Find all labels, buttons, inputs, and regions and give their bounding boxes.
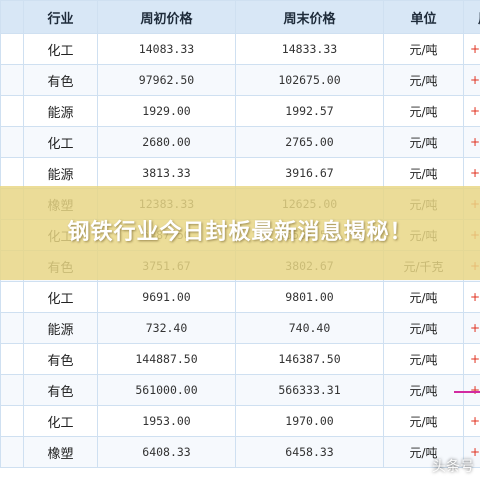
cell-end-price: 1992.57: [235, 95, 384, 127]
row-index-cell: [0, 343, 24, 375]
cell-end-price: 9801.00: [235, 281, 384, 313]
cell-start-price: 97962.50: [97, 64, 236, 96]
cell-industry: 能源: [23, 95, 98, 127]
cell-industry: 化工: [23, 405, 98, 437]
cell-start-price: 144887.50: [97, 343, 236, 375]
header-industry: 行业: [23, 0, 98, 34]
cell-unit: 元/吨: [383, 157, 464, 189]
cell-start-price: 14083.33: [97, 33, 236, 65]
cell-weekly-change: +0: [463, 436, 480, 468]
row-index-header: [0, 0, 24, 34]
header-end-price: 周末价格: [235, 0, 384, 34]
row-index-cell: [0, 436, 24, 468]
cell-industry: 有色: [23, 64, 98, 96]
cell-industry: 有色: [23, 374, 98, 406]
cell-weekly-change: +1: [463, 343, 480, 375]
row-index-cell: [0, 95, 24, 127]
cell-industry: 化工: [23, 126, 98, 158]
cell-start-price: 1953.00: [97, 405, 236, 437]
cell-start-price: 732.40: [97, 312, 236, 344]
cell-unit: 元/吨: [383, 95, 464, 127]
headline-title: 钢铁行业今日封板最新消息揭秘！: [67, 220, 413, 245]
cell-end-price: 14833.33: [235, 33, 384, 65]
cell-start-price: 6408.33: [97, 436, 236, 468]
header-unit: 单位: [383, 0, 464, 34]
cell-unit: 元/吨: [383, 281, 464, 313]
cell-weekly-change: +1: [463, 312, 480, 344]
table-header-row: 行业 周初价格 周末价格 单位 周: [0, 0, 480, 34]
cell-start-price: 2680.00: [97, 126, 236, 158]
headline-banner: 钢铁行业今日封板最新消息揭秘！: [0, 186, 480, 280]
cell-unit: 元/吨: [383, 405, 464, 437]
cell-weekly-change: +5: [463, 33, 480, 65]
cell-unit: 元/吨: [383, 312, 464, 344]
cell-end-price: 3916.67: [235, 157, 384, 189]
cell-weekly-change: +3: [463, 95, 480, 127]
cell-end-price: 566333.31: [235, 374, 384, 406]
cell-industry: 橡塑: [23, 436, 98, 468]
row-index-cell: [0, 312, 24, 344]
cell-start-price: 561000.00: [97, 374, 236, 406]
row-index-cell: [0, 64, 24, 96]
cell-end-price: 2765.00: [235, 126, 384, 158]
cell-end-price: 146387.50: [235, 343, 384, 375]
cell-unit: 元/吨: [383, 374, 464, 406]
cell-unit: 元/吨: [383, 436, 464, 468]
cell-industry: 有色: [23, 343, 98, 375]
row-index-cell: [0, 374, 24, 406]
highlight-marker-line: [454, 391, 480, 393]
cell-industry: 能源: [23, 157, 98, 189]
cell-start-price: 1929.00: [97, 95, 236, 127]
header-weekly-change: 周: [463, 0, 480, 34]
cell-weekly-change: +2: [463, 157, 480, 189]
row-index-cell: [0, 126, 24, 158]
header-start-price: 周初价格: [97, 0, 236, 34]
cell-weekly-change: +0: [463, 405, 480, 437]
cell-end-price: 1970.00: [235, 405, 384, 437]
cell-end-price: 740.40: [235, 312, 384, 344]
cell-end-price: 102675.00: [235, 64, 384, 96]
cell-unit: 元/吨: [383, 343, 464, 375]
source-watermark: 头条号: [432, 459, 474, 475]
cell-unit: 元/吨: [383, 126, 464, 158]
cell-start-price: 9691.00: [97, 281, 236, 313]
cell-weekly-change: +4: [463, 64, 480, 96]
cell-unit: 元/吨: [383, 33, 464, 65]
cell-weekly-change: +1: [463, 281, 480, 313]
row-index-cell: [0, 33, 24, 65]
cell-weekly-change: +3: [463, 126, 480, 158]
cell-industry: 化工: [23, 33, 98, 65]
cell-start-price: 3813.33: [97, 157, 236, 189]
cell-unit: 元/吨: [383, 64, 464, 96]
cell-industry: 能源: [23, 312, 98, 344]
row-index-cell: [0, 405, 24, 437]
row-index-cell: [0, 281, 24, 313]
row-index-cell: [0, 157, 24, 189]
cell-end-price: 6458.33: [235, 436, 384, 468]
cell-weekly-change: +0: [463, 374, 480, 406]
cell-industry: 化工: [23, 281, 98, 313]
